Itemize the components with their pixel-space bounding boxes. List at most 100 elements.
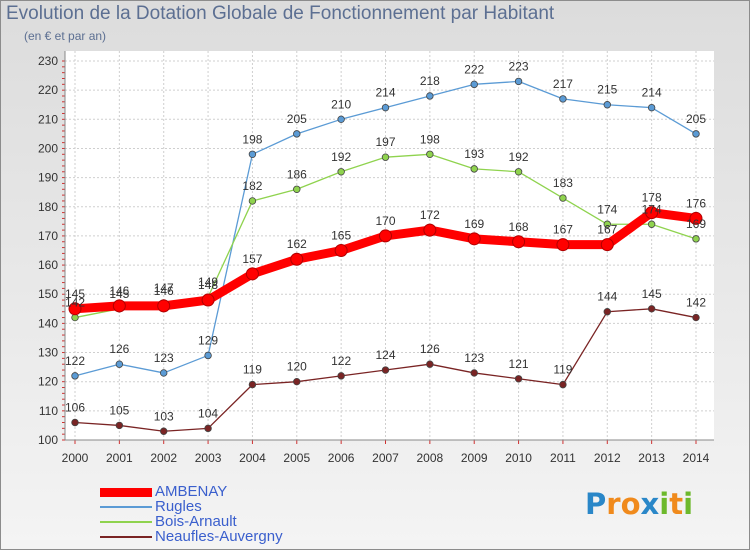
x-tick-label: 2005 (283, 451, 310, 465)
data-point (559, 95, 567, 103)
data-point (248, 380, 257, 389)
y-tick-label: 220 (38, 83, 58, 97)
data-label: 178 (642, 191, 662, 205)
data-label: 123 (464, 351, 484, 365)
data-point (71, 372, 79, 380)
data-label: 146 (154, 284, 174, 298)
data-label: 215 (597, 83, 617, 97)
data-point (68, 302, 82, 316)
data-label: 144 (597, 290, 617, 304)
data-label: 126 (420, 342, 440, 356)
data-label: 142 (686, 296, 706, 310)
data-label: 129 (198, 333, 218, 347)
data-point (647, 305, 656, 313)
data-label: 218 (420, 74, 440, 88)
data-label: 192 (509, 150, 529, 164)
data-point (337, 115, 345, 124)
data-point (248, 197, 257, 205)
data-point (160, 369, 168, 377)
legend-label: Bois-Arnault (155, 513, 237, 530)
data-point (692, 130, 700, 138)
x-tick-label: 2001 (106, 451, 133, 465)
x-tick-label: 2007 (372, 451, 399, 465)
legend-swatch (100, 536, 152, 538)
data-point (689, 211, 703, 225)
data-point (337, 372, 345, 380)
data-point (293, 130, 301, 138)
x-tick-label: 2003 (195, 451, 222, 465)
y-tick-label: 210 (38, 112, 58, 126)
data-label: 169 (464, 217, 484, 231)
data-point (467, 232, 481, 246)
data-point (248, 150, 257, 158)
data-label: 172 (420, 208, 440, 222)
data-point (293, 377, 301, 386)
x-tick-label: 2012 (594, 451, 621, 465)
x-tick-label: 2014 (683, 451, 710, 465)
y-tick-label: 100 (38, 433, 58, 447)
data-label: 106 (65, 401, 85, 415)
logo-letter: t (669, 487, 684, 521)
data-label: 165 (331, 229, 351, 243)
data-point (381, 366, 390, 374)
y-tick-label: 150 (38, 287, 58, 301)
data-label: 214 (642, 86, 662, 100)
data-point (115, 360, 124, 368)
data-label: 176 (686, 196, 706, 210)
data-label: 119 (553, 363, 572, 377)
data-label: 105 (109, 403, 129, 417)
data-label: 210 (331, 97, 351, 111)
x-tick-label: 2013 (638, 451, 665, 465)
data-point (245, 267, 259, 281)
data-point (293, 185, 301, 193)
y-tick-label: 120 (38, 375, 58, 389)
data-point (160, 427, 168, 435)
data-point (514, 77, 523, 86)
y-tick-label: 160 (38, 258, 58, 272)
legend-swatch (100, 488, 152, 497)
data-label: 148 (198, 278, 218, 292)
x-tick-label: 2000 (62, 451, 89, 465)
data-point (512, 235, 526, 249)
data-label: 170 (375, 214, 395, 228)
data-point (381, 153, 390, 161)
data-label: 145 (65, 287, 85, 301)
data-label: 174 (642, 202, 662, 216)
data-point (514, 375, 523, 383)
data-label: 119 (243, 363, 262, 377)
data-label: 149 (198, 275, 218, 289)
data-point (470, 165, 478, 173)
y-tick-label: 130 (38, 346, 58, 360)
data-point (645, 206, 659, 220)
logo-letter: x (640, 487, 660, 521)
y-tick-label: 140 (38, 316, 58, 330)
data-point (379, 229, 392, 243)
data-label: 162 (287, 237, 307, 251)
data-label: 223 (509, 59, 529, 73)
data-point (204, 424, 212, 433)
data-point (157, 299, 171, 313)
x-tick-label: 2004 (239, 451, 266, 465)
data-point (381, 103, 390, 112)
data-label: 103 (154, 409, 174, 423)
y-tick-label: 190 (38, 171, 58, 185)
logo-letter: r (606, 487, 621, 521)
logo-letter: o (620, 487, 641, 521)
legend-label: Rugles (155, 498, 202, 515)
legend-label: Neaufles-Auvergny (155, 528, 283, 545)
data-point (71, 418, 79, 427)
data-point (426, 360, 434, 368)
data-point (559, 380, 567, 389)
data-point (556, 238, 570, 252)
data-point (600, 238, 614, 252)
data-label: 182 (242, 179, 262, 193)
data-label: 124 (375, 348, 395, 362)
x-tick-label: 2002 (150, 451, 177, 465)
data-point (692, 313, 700, 322)
data-point (204, 351, 212, 360)
legend-swatch (100, 521, 152, 523)
y-tick-label: 230 (38, 54, 58, 68)
data-label: 197 (375, 135, 395, 149)
x-tick-label: 2011 (550, 451, 576, 465)
data-label: 122 (331, 354, 351, 368)
